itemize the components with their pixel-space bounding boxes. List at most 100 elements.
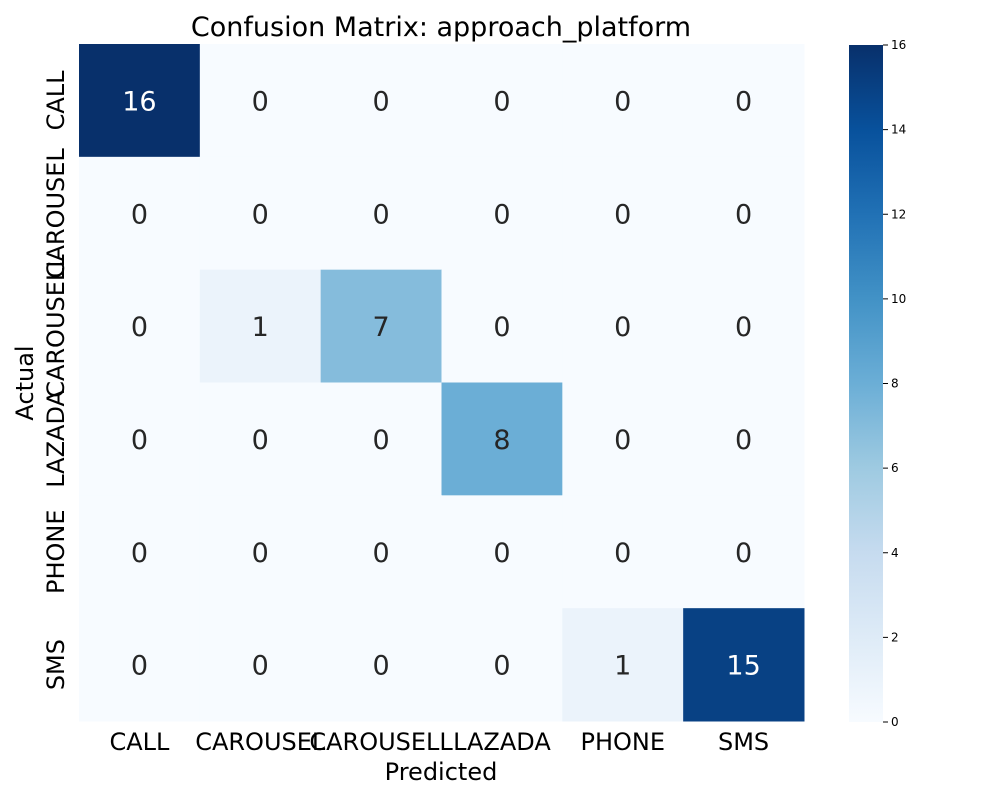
cell-value-label: 7 (372, 312, 389, 343)
cell-value-label: 0 (372, 86, 389, 117)
colorbar-tick-label: 10 (891, 292, 906, 306)
heatmap-cell (79, 495, 201, 609)
cell-value-label: 0 (131, 425, 148, 456)
heatmap-cell (683, 495, 805, 609)
cell-value-label: 0 (131, 199, 148, 230)
cell-value-label: 0 (735, 86, 752, 117)
colorbar-tick-label: 12 (891, 207, 906, 221)
cell-value-label: 0 (131, 538, 148, 569)
heatmap-cell (320, 382, 442, 496)
cell-value-label: 16 (122, 86, 156, 117)
cell-value-label: 0 (493, 86, 510, 117)
y-tick-label: CAROUSEL (42, 148, 70, 279)
heatmap-cell (320, 495, 442, 609)
cell-value-label: 0 (493, 651, 510, 682)
y-tick-label: PHONE (42, 509, 70, 594)
cell-value-label: 0 (372, 651, 389, 682)
heatmap-cell (199, 608, 322, 722)
colorbar-tick-label: 2 (891, 630, 899, 644)
heatmap-cell (562, 156, 684, 271)
cell-value-label: 0 (614, 312, 631, 343)
cell-value-label: 0 (252, 86, 269, 117)
heatmap-cell (683, 608, 805, 722)
heatmap-cells (79, 44, 805, 722)
cell-value-label: 0 (493, 312, 510, 343)
heatmap-cell (562, 269, 684, 383)
heatmap-cell (562, 382, 684, 496)
colorbar-tick-label: 0 (891, 715, 899, 729)
heatmap-cell (199, 495, 322, 609)
heatmap-cell (441, 608, 563, 722)
heatmap-cell (199, 156, 322, 271)
cell-value-label: 0 (493, 199, 510, 230)
cell-value-label: 0 (493, 538, 510, 569)
cell-value-label: 0 (131, 651, 148, 682)
heatmap-cell (562, 495, 684, 609)
cell-value-label: 0 (131, 312, 148, 343)
cell-value-label: 0 (735, 199, 752, 230)
cell-value-label: 1 (614, 651, 631, 682)
heatmap-cell (320, 608, 442, 722)
cell-value-label: 0 (614, 199, 631, 230)
cell-value-label: 15 (726, 651, 760, 682)
heatmap-cell (683, 269, 805, 383)
heatmap-cell (199, 44, 322, 158)
heatmap-cell (320, 44, 442, 158)
cell-value-label: 0 (735, 538, 752, 569)
cell-value-label: 0 (252, 538, 269, 569)
x-tick-label: CAROUSEL (195, 728, 326, 756)
colorbar-ticks: 0 2 4 6 8 10 12 14 16 (883, 38, 906, 729)
chart-title: Confusion Matrix: approach_platform (191, 12, 691, 43)
cell-value-label: 0 (372, 199, 389, 230)
colorbar (849, 45, 883, 722)
heatmap-cell (79, 269, 201, 383)
cell-value-label: 0 (372, 425, 389, 456)
cell-value-label: 0 (735, 425, 752, 456)
heatmap-cell (683, 382, 805, 496)
cell-value-label: 1 (252, 312, 269, 343)
cell-value-label: 0 (252, 199, 269, 230)
x-tick-label: CALL (109, 728, 170, 756)
heatmap-cell (79, 156, 201, 271)
colorbar-tick-label: 6 (891, 461, 899, 475)
heatmap-cell (441, 156, 563, 271)
x-tick-label: LAZADA (453, 728, 551, 756)
heatmap-cell (683, 44, 805, 158)
heatmap-cell (199, 269, 322, 383)
heatmap-cell (441, 495, 563, 609)
cell-value-label: 0 (614, 425, 631, 456)
cell-value-label: 0 (614, 538, 631, 569)
heatmap-cell (683, 156, 805, 271)
colorbar-tick-label: 14 (891, 123, 906, 137)
heatmap-cell (79, 44, 201, 158)
y-tick-label: CAROUSELL (42, 254, 70, 398)
x-tick-label: PHONE (580, 728, 665, 756)
heatmap-cell (441, 269, 563, 383)
y-tick-label: SMS (42, 639, 70, 690)
colorbar-tick-label: 16 (891, 38, 906, 52)
heatmap-cell (562, 44, 684, 158)
colorbar-tick-label: 4 (891, 546, 899, 560)
cell-value-label: 0 (252, 425, 269, 456)
heatmap-cell (320, 156, 442, 271)
y-tick-label: CALL (42, 70, 70, 131)
heatmap-cell (79, 608, 201, 722)
cell-annotations: 16 0 0 0 0 0 0 0 0 0 0 0 0 1 7 0 0 0 0 0 0 8 0 0 0 0 0 0 0 0 0 0 0 0 1 15 (122, 86, 761, 681)
cell-value-label: 8 (493, 425, 510, 456)
cell-value-label: 0 (252, 651, 269, 682)
heatmap-cell (441, 382, 563, 496)
x-tick-label: CAROUSELL (309, 728, 453, 756)
heatmap-cell (79, 382, 201, 496)
x-axis-label: Predicted (385, 758, 498, 786)
colorbar-tick-label: 8 (891, 377, 899, 391)
heatmap-cell (562, 608, 684, 722)
heatmap-cell (441, 44, 563, 158)
y-tick-label: LAZADA (42, 390, 70, 488)
cell-value-label: 0 (735, 312, 752, 343)
cell-value-label: 0 (372, 538, 389, 569)
heatmap-cell (199, 382, 322, 496)
heatmap-cell (320, 269, 442, 383)
